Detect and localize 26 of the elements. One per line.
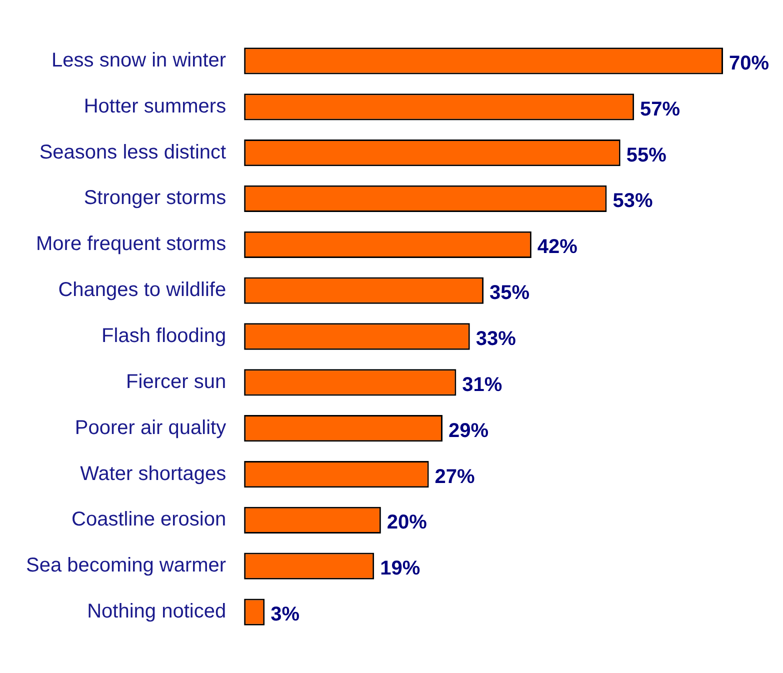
y-tick-label: Stronger storms — [84, 187, 226, 210]
data-label: 70% — [729, 52, 770, 74]
data-label: 53% — [612, 190, 653, 212]
data-label: 19% — [380, 558, 420, 580]
y-tick-label: Coastline erosion — [72, 508, 226, 531]
data-label: 57% — [640, 98, 680, 120]
data-label: 35% — [490, 282, 530, 304]
data-label: 55% — [626, 144, 667, 166]
y-tick-label: Hotter summers — [84, 95, 226, 118]
data-label: 42% — [537, 236, 578, 258]
data-label: 3% — [270, 604, 300, 626]
y-tick-label: Water shortages — [80, 462, 226, 485]
data-label: 29% — [448, 420, 489, 442]
data-label: 31% — [462, 374, 502, 396]
y-tick-label: Fiercer sun — [126, 370, 226, 393]
data-label: 33% — [476, 328, 516, 350]
y-tick-label: Nothing noticed — [87, 600, 226, 623]
y-tick-label: Less snow in winter — [52, 49, 226, 72]
y-tick-label: Changes to wildlife — [58, 279, 226, 302]
y-tick-label: Seasons less distinct — [39, 141, 227, 164]
y-tick-label: Poorer air quality — [74, 416, 226, 439]
y-tick-label: Sea becoming warmer — [26, 554, 226, 577]
data-label: 27% — [434, 466, 476, 488]
y-tick-label: Flash flooding — [102, 325, 226, 348]
data-label: 20% — [386, 512, 428, 534]
y-tick-label: More frequent storms — [36, 233, 226, 256]
